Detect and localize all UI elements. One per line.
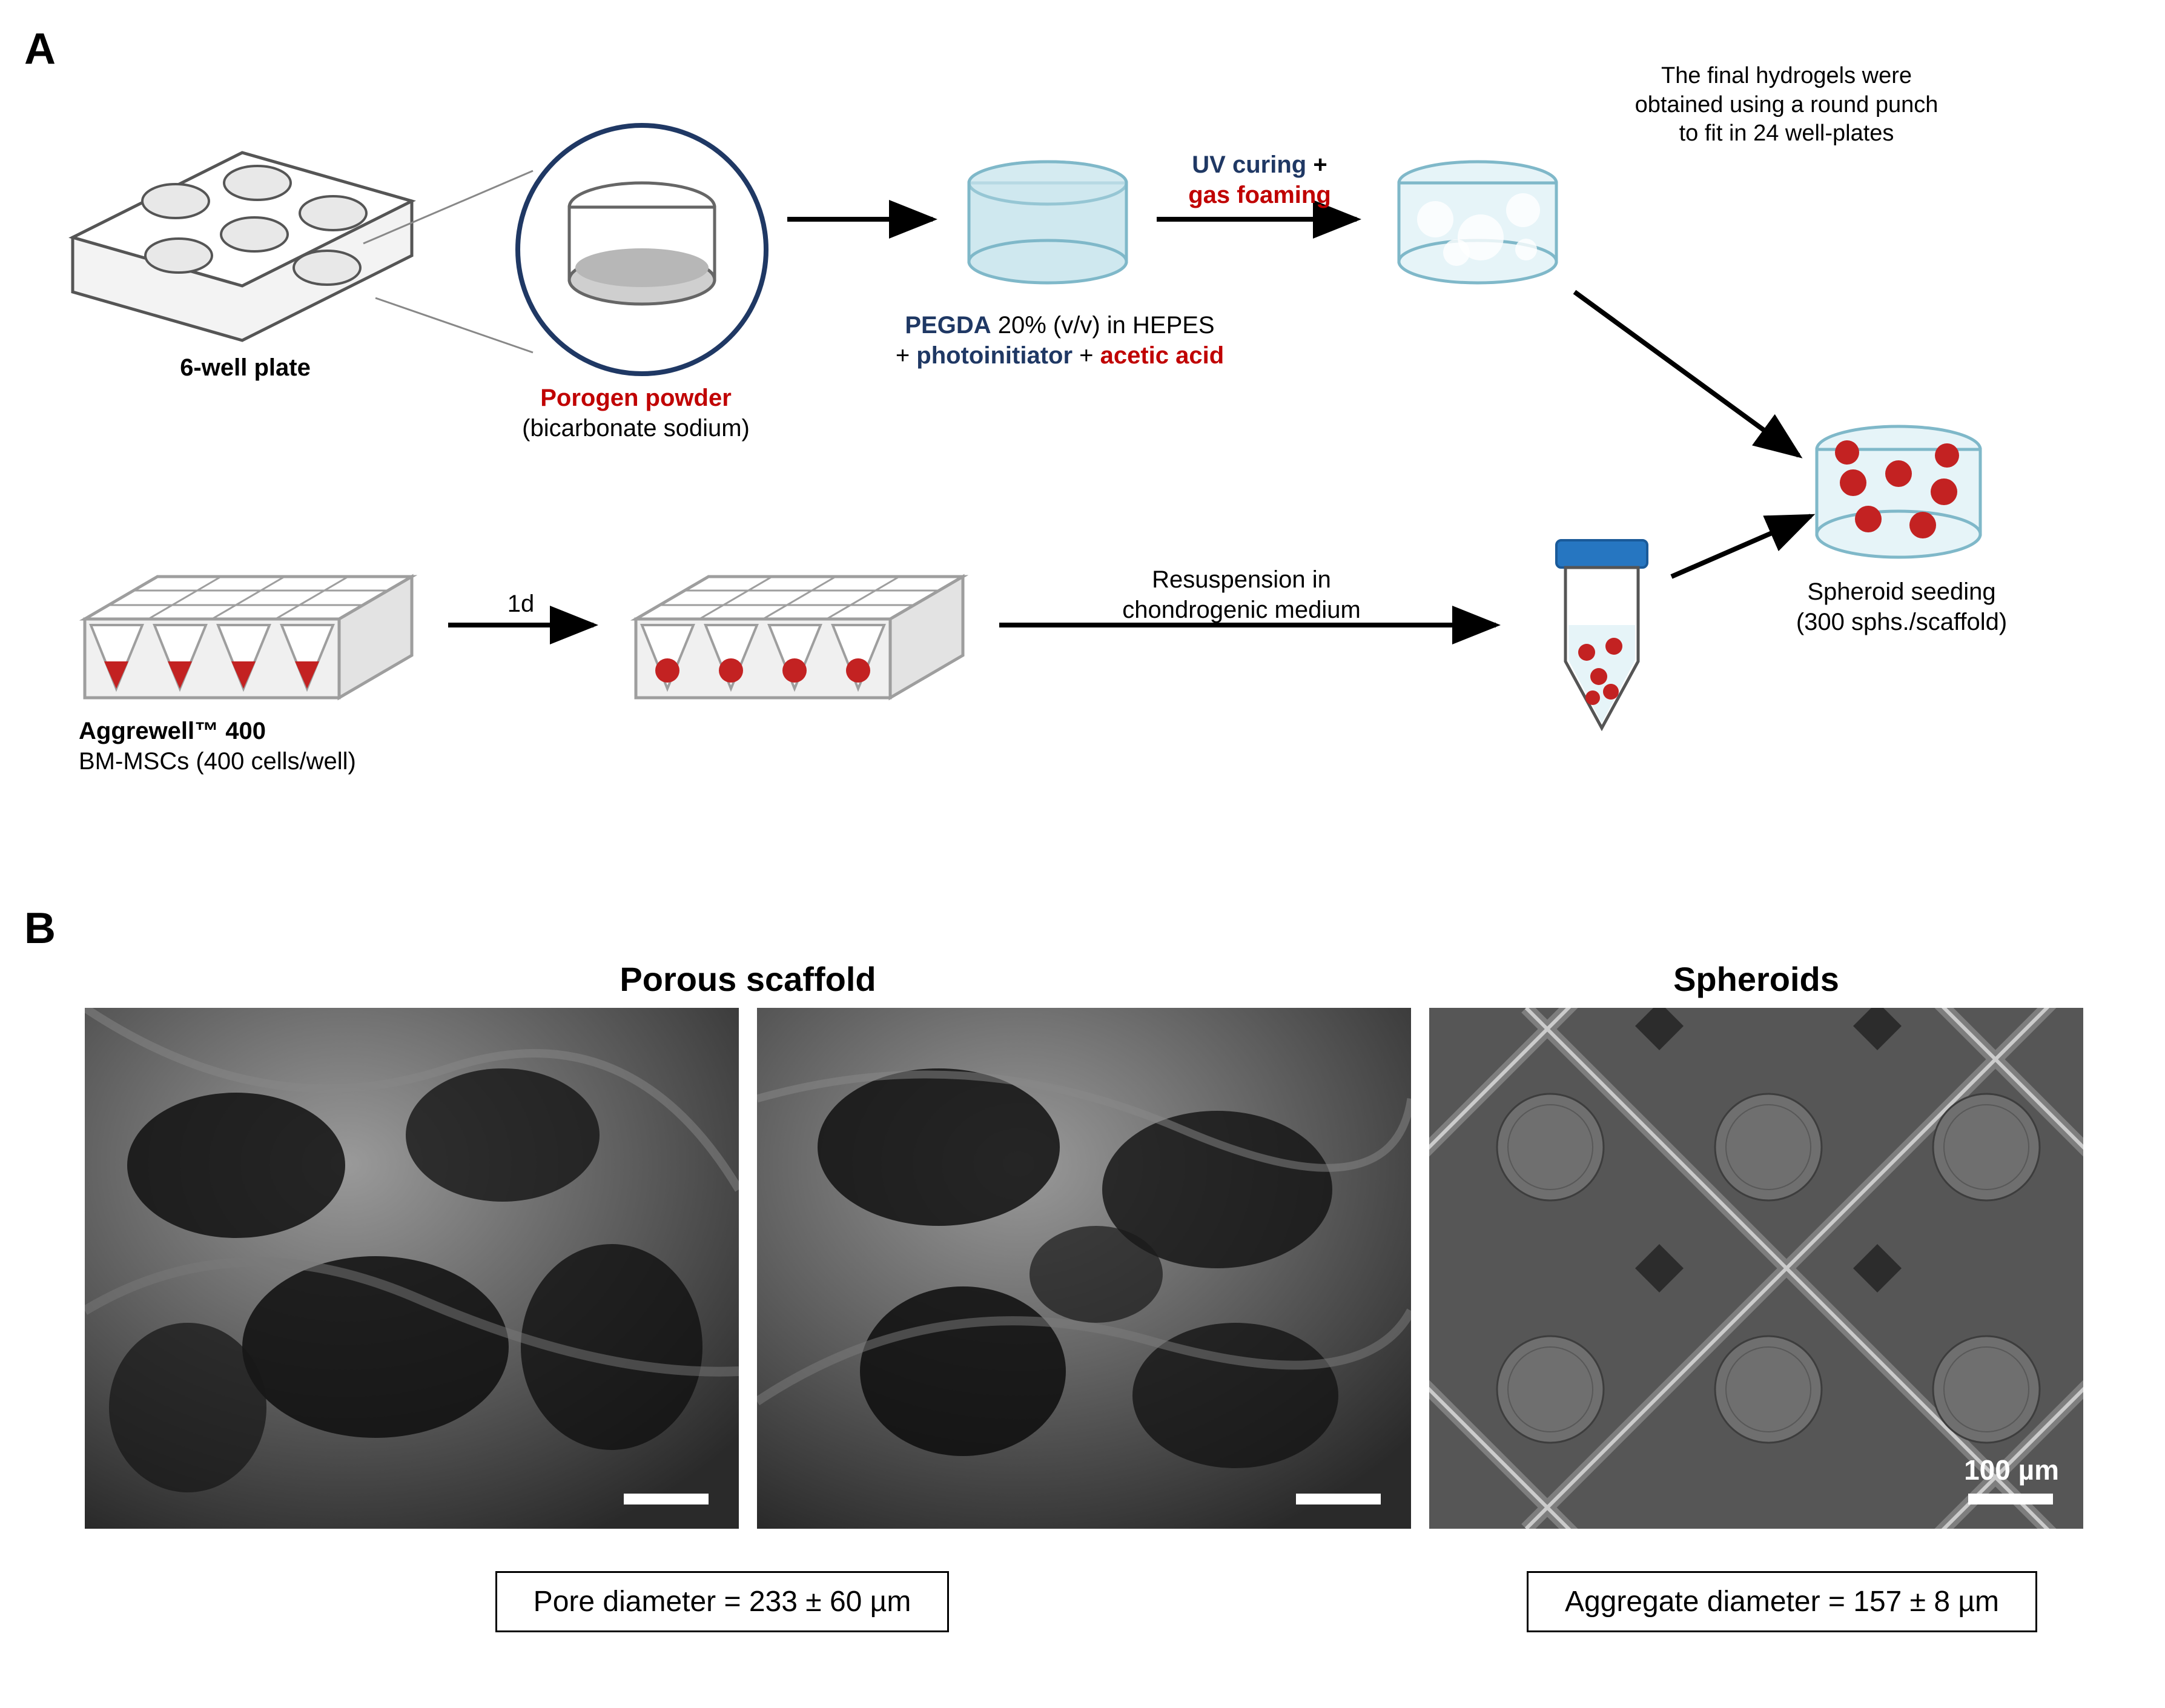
porogen-circle-icon xyxy=(518,125,766,374)
sem-image-2 xyxy=(757,1008,1411,1529)
well-plate-icon xyxy=(73,153,533,353)
porogen-title: Porogen powder xyxy=(540,385,732,411)
gas-foaming-word: gas foaming xyxy=(1188,182,1331,208)
spheroid-seeding-label: Spheroid seeding (300 sphs./scaffold) xyxy=(1768,577,2035,637)
panel-b-label: B xyxy=(24,904,2141,953)
scalebar-icon xyxy=(1296,1494,1381,1504)
uv-gasfoam-label: UV curing + gas foaming xyxy=(1163,150,1357,210)
spheroid-image: 100 µm xyxy=(1429,1008,2083,1529)
aggrewell-label: Aggrewell™ 400 BM-MSCs (400 cells/well) xyxy=(79,716,418,776)
one-day-label: 1d xyxy=(491,589,551,619)
aggrewell-title: Aggrewell™ 400 xyxy=(79,718,266,744)
acetic-acid-word: acetic acid xyxy=(1100,342,1225,369)
porogen-subtitle: (bicarbonate sodium) xyxy=(522,415,750,442)
panel-b: Porous scaffold Spheroids xyxy=(24,959,2144,1632)
arrow-icon xyxy=(1575,292,1799,455)
pegda-label: PEGDA 20% (v/v) in HEPES + photoinitiato… xyxy=(890,310,1229,371)
panel-b-title-left: Porous scaffold xyxy=(85,959,1411,999)
porogen-label: Porogen powder (bicarbonate sodium) xyxy=(521,383,751,443)
aggrewell-icon-2 xyxy=(636,577,963,698)
scalebar-icon xyxy=(624,1494,709,1504)
scalebar-label: 100 µm xyxy=(1964,1454,2059,1486)
aggrewell-icon-1 xyxy=(85,577,412,698)
aggrewell-sub: BM-MSCs (400 cells/well) xyxy=(79,748,356,775)
pegda-word: PEGDA xyxy=(905,312,991,339)
panel-a: 6-well plate Porogen powder (bicarbonate… xyxy=(24,80,2144,855)
resuspension-label: Resuspension in chondrogenic medium xyxy=(1096,564,1387,625)
photoinitiator-word: photoinitiator xyxy=(916,342,1073,369)
sem-svg-1 xyxy=(85,1008,739,1529)
figure-root: A xyxy=(24,24,2141,1632)
scalebar-icon xyxy=(1968,1494,2053,1504)
sem-svg-2 xyxy=(757,1008,1411,1529)
aggregate-caption: Aggregate diameter = 157 ± 8 µm xyxy=(1527,1571,2037,1632)
uv-curing-word: UV curing xyxy=(1192,151,1306,178)
pore-caption: Pore diameter = 233 ± 60 µm xyxy=(495,1571,950,1632)
pegda-cylinder-icon xyxy=(969,162,1126,283)
seeded-cylinder-icon xyxy=(1817,426,1980,557)
sem-image-1 xyxy=(85,1008,739,1529)
arrow-icon xyxy=(1671,516,1811,577)
panel-b-title-right: Spheroids xyxy=(1429,959,2083,999)
final-hydrogel-label: The final hydrogels were obtained using … xyxy=(1599,62,1974,148)
tube-icon xyxy=(1556,540,1647,728)
well-plate-label: 6-well plate xyxy=(170,353,321,383)
spheroid-svg xyxy=(1429,1008,2083,1529)
foamed-cylinder-icon xyxy=(1399,162,1556,283)
